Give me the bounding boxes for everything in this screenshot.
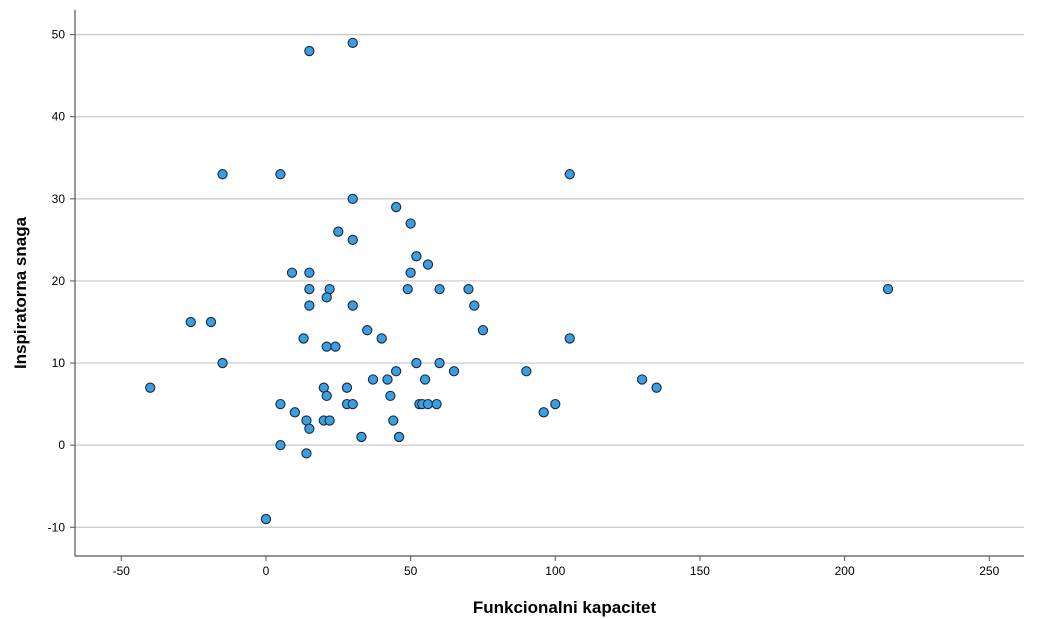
data-point <box>304 423 315 434</box>
data-point <box>411 251 422 262</box>
data-point <box>341 382 353 393</box>
x-tick-label: 250 <box>979 564 999 578</box>
data-point <box>347 193 358 204</box>
data-point <box>260 513 272 525</box>
data-point <box>393 431 405 443</box>
data-point <box>564 333 575 344</box>
data-point <box>275 440 286 451</box>
data-point <box>434 357 445 369</box>
data-point <box>388 415 399 426</box>
y-tick-label: 0 <box>58 438 65 452</box>
data-point <box>405 218 416 229</box>
data-point <box>882 284 894 295</box>
data-point <box>382 374 393 385</box>
data-point <box>347 37 358 48</box>
data-point <box>651 382 662 393</box>
data-point <box>304 45 315 57</box>
data-points <box>145 37 894 525</box>
data-point <box>301 448 312 459</box>
y-tick-label: 50 <box>52 28 66 42</box>
x-tick-label: 200 <box>835 564 855 578</box>
data-point <box>217 357 228 369</box>
data-point <box>422 398 434 410</box>
x-tick-labels: -50 0 50 100 150 200 250 <box>113 564 1000 578</box>
data-point <box>275 398 286 410</box>
data-point <box>422 259 434 270</box>
data-point <box>434 284 445 295</box>
data-point <box>405 267 416 278</box>
data-point <box>367 374 379 385</box>
data-point <box>347 234 358 246</box>
data-point <box>321 292 332 303</box>
data-point <box>304 284 315 295</box>
data-point <box>205 316 217 328</box>
data-point <box>391 201 402 213</box>
data-point <box>356 431 367 443</box>
y-tick-label: 20 <box>52 274 66 288</box>
data-point <box>636 374 648 385</box>
y-axis-title: Inspiratorna snaga <box>11 216 30 369</box>
data-point <box>321 341 332 352</box>
data-point <box>419 374 431 385</box>
data-point <box>385 390 396 402</box>
data-point <box>286 267 298 278</box>
data-point <box>448 366 460 377</box>
x-tick-label: -50 <box>113 564 131 578</box>
data-point <box>402 284 413 295</box>
x-tick-label: 0 <box>263 564 270 578</box>
data-point <box>564 169 575 180</box>
data-point <box>538 407 549 418</box>
y-tick-label: 40 <box>52 110 66 124</box>
y-tick-label: 10 <box>52 356 66 370</box>
x-tick-label: 100 <box>545 564 565 578</box>
data-point <box>469 300 480 311</box>
data-point <box>411 357 422 369</box>
data-point <box>145 382 156 393</box>
axes <box>70 10 1024 561</box>
data-point <box>431 398 442 410</box>
data-point <box>217 169 228 180</box>
data-point <box>289 407 301 418</box>
data-point <box>333 226 344 237</box>
data-point <box>304 267 315 278</box>
data-point <box>304 300 315 311</box>
y-tick-label: 30 <box>52 192 66 206</box>
data-point <box>521 366 532 377</box>
y-tick-labels: -10 0 10 20 30 40 50 <box>48 28 66 535</box>
data-point <box>376 333 387 344</box>
data-point <box>347 398 358 410</box>
y-tick-label: -10 <box>48 520 66 534</box>
data-point <box>324 415 335 426</box>
x-tick-label: 150 <box>690 564 710 578</box>
x-axis-title: Funkcionalni kapacitet <box>473 598 657 617</box>
data-point <box>362 325 373 336</box>
data-point <box>321 390 332 402</box>
data-point <box>298 333 309 344</box>
data-point <box>477 325 489 336</box>
data-point <box>463 284 474 295</box>
data-point <box>550 398 561 410</box>
data-point <box>347 300 358 311</box>
x-tick-label: 50 <box>404 564 418 578</box>
gridlines <box>75 34 1024 528</box>
data-point <box>330 341 341 352</box>
data-point <box>185 316 196 328</box>
data-point <box>275 169 286 180</box>
data-point <box>391 366 402 377</box>
